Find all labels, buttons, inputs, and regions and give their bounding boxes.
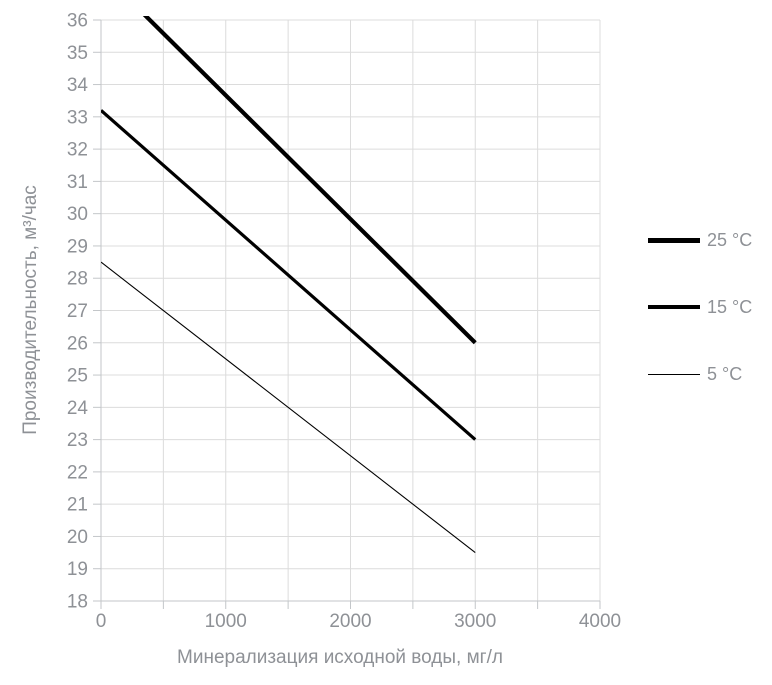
y-tick-label: 21 <box>67 495 88 516</box>
y-tick-label: 33 <box>67 107 88 128</box>
x-tick-label: 1000 <box>205 611 247 632</box>
x-axis-title: Минерализация исходной воды, мг/л <box>177 647 503 668</box>
y-tick-label: 25 <box>67 366 88 387</box>
legend-swatch-15c <box>648 305 700 309</box>
y-tick-label: 30 <box>67 204 88 225</box>
x-tick-label: 3000 <box>454 611 496 632</box>
y-tick-label: 19 <box>67 559 88 580</box>
y-tick-label: 24 <box>67 398 89 419</box>
axes <box>93 19 601 609</box>
y-tick-label: 22 <box>67 462 88 483</box>
legend-label-5c: 5 °C <box>707 363 743 384</box>
series-line-15-°c <box>101 109 477 441</box>
y-tick-label: 35 <box>67 43 88 64</box>
y-tick-label: 29 <box>67 236 88 257</box>
legend-item-15c: 15 °C <box>648 296 752 318</box>
y-tick-label: 36 <box>67 11 88 32</box>
x-tick-label: 0 <box>96 611 107 632</box>
y-tick-label: 26 <box>67 333 88 354</box>
x-tick-label: 2000 <box>329 611 371 632</box>
x-tick-label: 4000 <box>579 611 621 632</box>
y-tick-label: 34 <box>67 75 89 96</box>
legend-swatch-25c <box>648 237 700 243</box>
y-tick-label: 27 <box>67 301 88 322</box>
series-line-25-°c <box>142 16 477 345</box>
y-tick-label: 18 <box>67 592 88 613</box>
legend-item-25c: 25 °C <box>648 229 752 251</box>
y-tick-label: 31 <box>67 172 88 193</box>
y-tick-label: 23 <box>67 430 88 451</box>
legend: 25 °C 15 °C 5 °C <box>648 0 772 685</box>
series-lines <box>101 16 477 554</box>
legend-item-5c: 5 °C <box>648 363 742 385</box>
legend-label-15c: 15 °C <box>707 296 753 317</box>
y-tick-label: 32 <box>67 140 88 161</box>
y-tick-label: 20 <box>67 527 88 548</box>
y-axis-title: Производительность, м³/час <box>20 185 41 435</box>
gridlines <box>101 19 601 601</box>
legend-swatch-5c <box>648 373 700 375</box>
series-line-5-°c <box>101 261 476 554</box>
tick-labels: 18 19 20 21 22 23 24 25 26 27 28 29 30 31 32 33 34 35 36 0 1… <box>67 11 621 633</box>
y-tick-label: 28 <box>67 269 88 290</box>
legend-label-25c: 25 °C <box>707 229 753 250</box>
